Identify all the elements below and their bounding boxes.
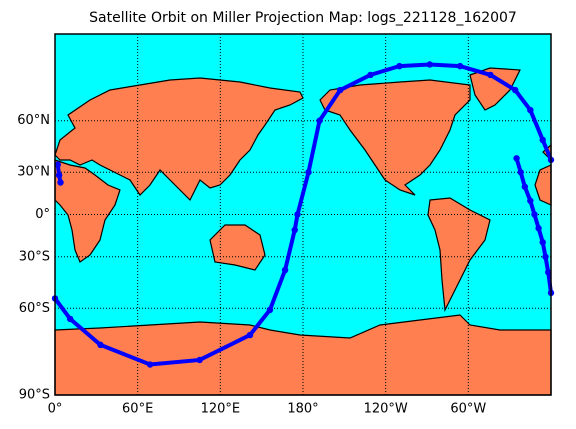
orbit-point (513, 155, 520, 162)
orbit-point (246, 331, 254, 339)
orbit-point (305, 169, 312, 176)
orbit-point (57, 179, 64, 186)
x-tick-label: 0° (48, 402, 63, 417)
x-tick-label: 180° (287, 402, 318, 417)
orbit-point (545, 269, 552, 276)
orbit-point (535, 225, 542, 232)
orbit-point (527, 106, 534, 114)
orbit-point (396, 62, 403, 70)
orbit-point (281, 266, 289, 274)
x-tick-label: 120°E (201, 402, 241, 417)
orbit-point (337, 86, 344, 94)
y-tick-label: 30°N (17, 165, 50, 180)
orbit-point (367, 71, 374, 79)
orbit-point (54, 161, 61, 168)
orbit-point (196, 356, 203, 364)
x-tick-label: 60°E (122, 402, 153, 417)
orbit-point (527, 197, 534, 204)
x-tick-label: 60°W (450, 402, 486, 417)
y-tick-label: 60°S (19, 301, 50, 316)
orbit-point (146, 361, 154, 368)
orbit-point (97, 341, 104, 349)
orbit-point (55, 171, 63, 179)
orbit-point (294, 211, 301, 218)
orbit-point (291, 226, 298, 234)
orbit-point (517, 169, 524, 176)
chart-title: Satellite Orbit on Miller Projection Map… (89, 10, 517, 26)
orbit-point (521, 183, 529, 190)
orbit-point (66, 315, 74, 323)
orbit-point (531, 211, 538, 218)
orbit-point (487, 71, 494, 79)
eurasia (54, 77, 304, 202)
y-tick-label: 30°S (19, 249, 50, 264)
orbit-point (511, 86, 519, 94)
orbit-point (316, 117, 323, 124)
greenland (469, 67, 521, 111)
y-tick-label: 90°S (19, 388, 50, 403)
y-tick-label: 0° (35, 207, 50, 222)
x-tick-label: 120°W (364, 402, 408, 417)
orbit-point (539, 239, 546, 246)
orbit-point (426, 61, 433, 68)
south-america (427, 197, 491, 313)
map-border (54, 33, 552, 396)
orbit-point (266, 306, 274, 314)
north-america (319, 79, 471, 196)
y-tick-label: 60°N (17, 113, 50, 128)
orbit-point (542, 253, 549, 260)
australia (209, 224, 266, 271)
orbit-point (456, 62, 464, 70)
orbit-point (539, 136, 546, 144)
